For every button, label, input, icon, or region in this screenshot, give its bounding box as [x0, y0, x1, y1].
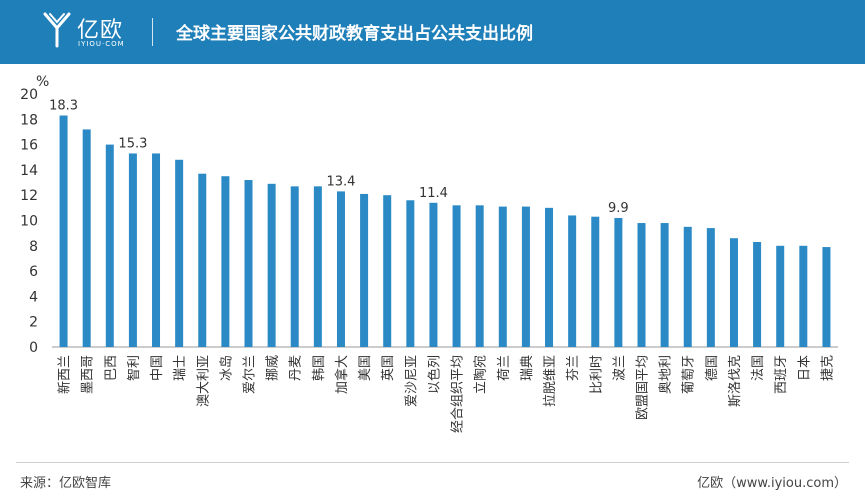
x-tick-label: 冰岛	[218, 355, 234, 381]
bar	[82, 129, 91, 347]
x-tick-label: 丹麦	[289, 355, 304, 381]
data-label: 15.3	[118, 136, 147, 151]
x-tick-label: 芬兰	[566, 355, 581, 381]
x-tick-label: 法国	[751, 355, 766, 381]
x-tick-label: 斯洛伐克	[728, 355, 743, 407]
y-tick-label: 10	[20, 214, 38, 230]
brand-url: 亿欧（www.iyiou.com）	[697, 476, 847, 491]
x-tick-label: 比利时	[589, 355, 604, 394]
bar	[267, 183, 276, 347]
x-tick-label: 美国	[358, 355, 373, 381]
bar	[568, 215, 577, 347]
y-tick-label: 2	[29, 315, 38, 331]
bar	[221, 176, 230, 347]
y-tick-label: 18	[20, 112, 38, 128]
source-note: 来源：亿欧智库	[20, 476, 112, 491]
data-label: 11.4	[419, 186, 448, 201]
header-divider	[152, 18, 153, 46]
bar	[128, 153, 137, 347]
bar	[198, 173, 207, 347]
bar	[313, 186, 322, 347]
x-tick-label: 日本	[797, 355, 812, 381]
y-tick-label: 6	[29, 264, 38, 280]
bar	[545, 207, 554, 347]
x-tick-label: 西班牙	[774, 355, 789, 394]
bar	[290, 186, 299, 347]
y-tick-label: 14	[20, 163, 38, 179]
bar	[637, 223, 646, 347]
x-tick-label: 墨西哥	[81, 355, 96, 394]
bar	[383, 195, 392, 347]
y-tick-label: 20	[20, 87, 38, 103]
logo: 亿欧 IYIOU·COM	[42, 10, 132, 56]
bar	[822, 247, 831, 347]
bar	[614, 217, 623, 347]
bar	[498, 206, 507, 347]
bar	[729, 238, 738, 347]
bar	[244, 180, 253, 347]
bar	[429, 202, 438, 347]
x-tick-label: 经合组织平均	[451, 355, 466, 433]
bar	[59, 115, 68, 347]
data-label: 9.9	[608, 201, 629, 216]
logo-subtext: IYIOU·COM	[78, 40, 125, 48]
x-tick-label: 智利	[127, 355, 142, 381]
x-tick-label: 德国	[705, 355, 720, 381]
x-tick-label: 爱沙尼亚	[404, 355, 419, 407]
bar-chart: % 0 2 4 6 8 10 12 14 16 18 20 新西兰 墨西哥 巴西 智利 中国 瑞士 澳大利亚 冰岛 爱尔…	[20, 74, 838, 433]
x-tick-label: 中国	[150, 355, 165, 381]
x-tick-label: 拉脱维亚	[543, 355, 558, 407]
bar	[706, 228, 715, 347]
x-tick-label: 奥地利	[659, 355, 674, 394]
bar	[475, 205, 484, 347]
bar	[521, 206, 530, 347]
bar	[683, 226, 692, 347]
y-tick-label: 0	[29, 340, 38, 356]
bar	[799, 245, 808, 347]
y-tick-label: 8	[29, 239, 38, 255]
x-tick-label: 瑞典	[520, 355, 535, 381]
y-axis-unit: %	[36, 74, 49, 90]
x-tick-label: 捷克	[820, 355, 835, 381]
x-tick-label: 新西兰	[57, 355, 73, 394]
x-tick-label: 立陶宛	[473, 355, 489, 394]
bar	[336, 191, 345, 347]
x-tick-label: 荷兰	[497, 355, 512, 381]
y-tick-label: 4	[29, 289, 38, 305]
bar	[753, 242, 762, 347]
bar	[660, 223, 669, 347]
x-tick-label: 波兰	[612, 355, 627, 381]
bar	[591, 216, 600, 347]
x-tick-label: 葡萄牙	[682, 355, 697, 394]
x-tick-label: 加拿大	[334, 355, 350, 394]
x-tick-label: 挪威	[266, 355, 281, 381]
logo-icon	[43, 12, 71, 48]
y-tick-label: 12	[20, 188, 38, 204]
bar	[360, 193, 369, 347]
page-title: 全球主要国家公共财政教育支出占公共支出比例	[176, 24, 533, 44]
x-tick-label: 以色列	[426, 355, 442, 394]
x-tick-label: 爱尔兰	[243, 355, 258, 394]
bar	[406, 200, 415, 347]
bar	[105, 144, 114, 347]
data-label: 13.4	[326, 174, 355, 189]
bar	[175, 159, 184, 347]
logo-text: 亿欧	[77, 18, 124, 43]
bar	[776, 245, 785, 347]
x-tick-label: 英国	[381, 355, 396, 381]
x-tick-label: 欧盟国平均	[636, 355, 651, 420]
footer-divider	[16, 462, 849, 463]
bar	[152, 153, 161, 347]
data-label: 18.3	[49, 99, 78, 114]
y-tick-label: 16	[20, 138, 38, 154]
x-tick-label: 韩国	[312, 355, 327, 381]
bar	[452, 205, 461, 347]
x-tick-label: 巴西	[104, 355, 119, 381]
x-tick-label: 澳大利亚	[195, 355, 211, 407]
header-banner: 亿欧 IYIOU·COM 全球主要国家公共财政教育支出占公共支出比例	[0, 0, 865, 64]
x-tick-label: 瑞士	[173, 355, 188, 381]
